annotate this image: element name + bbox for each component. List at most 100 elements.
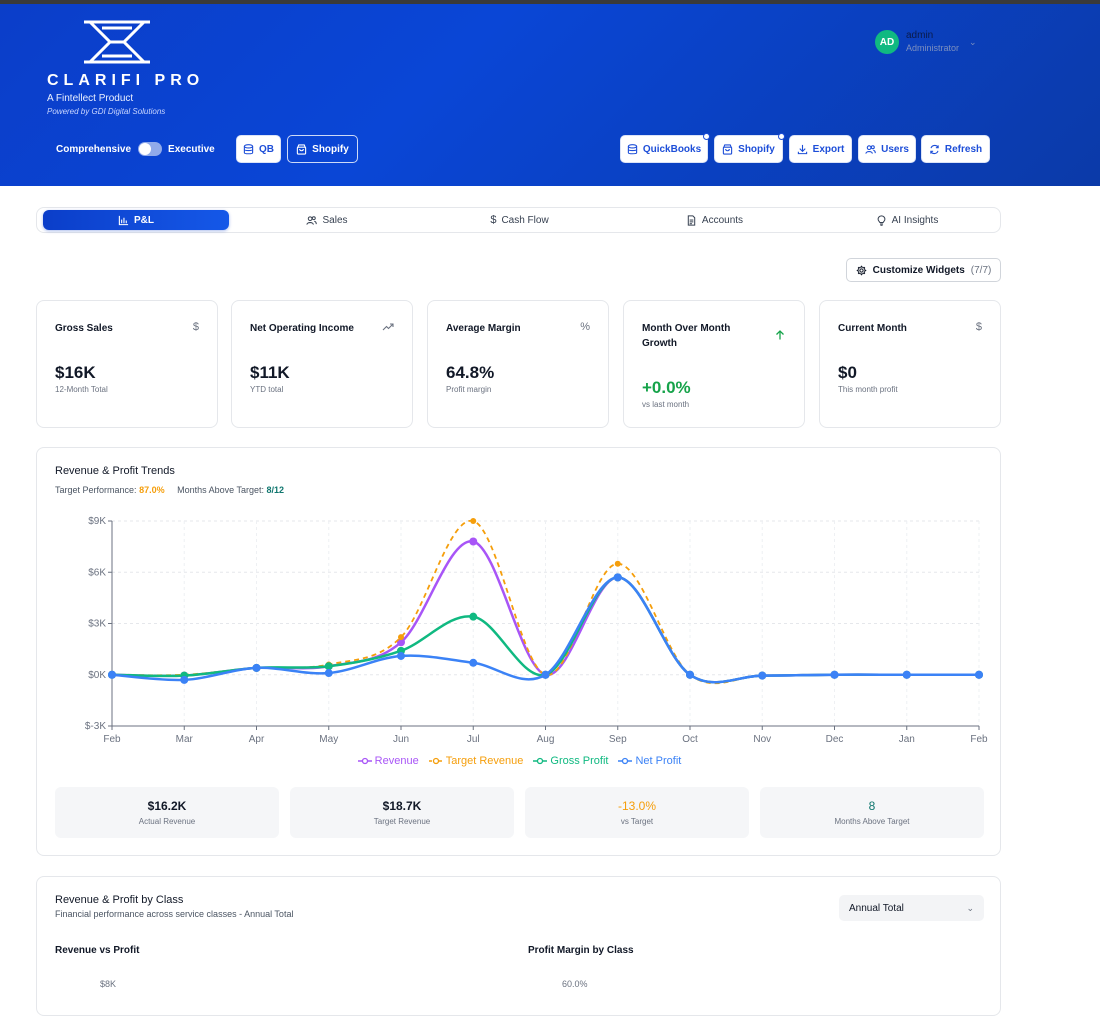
- kpi-title: Net Operating Income: [250, 323, 354, 334]
- export-button[interactable]: Export: [789, 135, 852, 163]
- brand-powered-by: Powered by GDI Digital Solutions: [47, 107, 166, 116]
- panel-subtitle: Financial performance across service cla…: [55, 909, 294, 919]
- kpi-title: Month Over Month Growth: [642, 323, 731, 349]
- kpi-title: Gross Sales: [55, 323, 113, 334]
- stat-value: $16.2K: [147, 799, 187, 813]
- stat-label: Target Revenue: [373, 817, 431, 826]
- kpi-card-gross-sales: Gross Sales $ $16K 12-Month Total: [36, 300, 218, 428]
- shopping-bag-icon: [722, 143, 733, 155]
- trending-up-icon: [382, 323, 394, 331]
- tab-sales[interactable]: Sales: [237, 210, 417, 230]
- user-menu[interactable]: AD admin Administrator ⌄: [875, 30, 977, 54]
- tab-accounts[interactable]: Accounts: [622, 210, 807, 230]
- percent-icon: %: [580, 321, 590, 333]
- x-tick-label: Apr: [249, 734, 265, 745]
- users-icon: [306, 215, 318, 225]
- kpi-card-net-operating-income: Net Operating Income $11K YTD total: [231, 300, 413, 428]
- users-button[interactable]: Users: [858, 135, 916, 163]
- data-point-net-profit: [975, 670, 983, 679]
- status-dot: [703, 133, 710, 140]
- legend-label: Net Profit: [635, 755, 682, 767]
- legend-item-gross-profit[interactable]: Gross Profit: [533, 755, 608, 767]
- stat-label: vs Target: [620, 817, 654, 826]
- kpi-subtitle: 12-Month Total: [55, 385, 108, 394]
- qb-filter-button[interactable]: QB: [236, 135, 281, 163]
- months-above-target-value: 8/12: [266, 485, 285, 495]
- target-performance-value: 87.0%: [139, 485, 165, 495]
- chart-legend: Revenue Target Revenue Gross Profit Net Pro…: [37, 755, 1002, 767]
- panel-title: Revenue & Profit by Class: [55, 894, 184, 906]
- legend-item-net-profit[interactable]: Net Profit: [618, 755, 681, 767]
- mode-switch[interactable]: [138, 142, 163, 156]
- stat-months-above-target: 8 Months Above Target: [760, 787, 984, 838]
- chevron-down-icon: ⌄: [969, 36, 977, 47]
- x-tick-label: Jul: [467, 734, 480, 745]
- period-select[interactable]: Annual Total ⌄: [839, 895, 984, 921]
- bar-chart-icon: [118, 215, 129, 225]
- database-icon: [627, 143, 637, 154]
- data-point-net-profit: [180, 675, 189, 684]
- kpi-value: $11K: [250, 363, 290, 382]
- tab-pnl[interactable]: P&L: [43, 210, 229, 230]
- x-tick-label: Mar: [176, 734, 194, 745]
- mode-comprehensive-label: Comprehensive: [56, 143, 132, 155]
- data-point-net-profit: [469, 658, 478, 667]
- stat-target-revenue: $18.7K Target Revenue: [290, 787, 514, 838]
- x-tick-label: May: [319, 734, 338, 745]
- x-tick-label: Feb: [970, 734, 988, 745]
- x-tick-label: Oct: [682, 734, 698, 745]
- tab-cash-flow[interactable]: $ Cash Flow: [490, 214, 549, 226]
- x-tick-label: Sep: [609, 734, 627, 745]
- avatar: AD: [875, 30, 899, 54]
- app-header: CLARIFI PRO A Fintellect Product Powered…: [0, 4, 1100, 186]
- gear-icon: [856, 265, 866, 275]
- stat-label: Actual Revenue: [138, 817, 196, 826]
- data-point-net-profit: [324, 669, 333, 678]
- legend-label: Gross Profit: [550, 755, 609, 767]
- customize-widgets-button[interactable]: Customize Widgets (7/7): [846, 258, 1001, 282]
- y-tick-label: $0K: [88, 670, 106, 681]
- data-point-target-revenue: [614, 560, 621, 567]
- kpi-value: $0: [838, 363, 857, 382]
- legend-swatch-icon: [428, 757, 443, 765]
- y-tick-label: $-3K: [85, 721, 106, 732]
- shopify-filter-button[interactable]: Shopify: [287, 135, 358, 163]
- data-point-net-profit: [902, 670, 911, 679]
- legend-item-revenue[interactable]: Revenue: [357, 755, 419, 767]
- shopify-button[interactable]: Shopify: [714, 133, 785, 163]
- quickbooks-button[interactable]: QuickBooks: [620, 133, 710, 163]
- kpi-subtitle: vs last month: [642, 400, 690, 409]
- legend-item-target-revenue[interactable]: Target Revenue: [428, 755, 523, 767]
- revenue-profit-line-chart: $-3K $0K $3K $6K $9K Feb Mar Apr May Jun Jul Aug Sep…: [85, 516, 988, 745]
- legend-swatch-icon: [533, 757, 548, 765]
- x-tick-label: Dec: [826, 734, 844, 745]
- revenue-profit-trends-panel: Revenue & Profit Trends Target Performan…: [36, 447, 1001, 856]
- main-tabs: P&L Sales $ Cash Flow Accounts AI Insigh…: [36, 207, 1001, 233]
- x-tick-label: Jun: [393, 734, 409, 745]
- refresh-icon: [930, 144, 939, 154]
- stat-actual-revenue: $16.2K Actual Revenue: [55, 787, 279, 838]
- data-point-revenue: [469, 537, 478, 546]
- users-icon: [865, 144, 876, 154]
- panel-title: Revenue & Profit Trends: [55, 465, 175, 477]
- y-tick-label: $3K: [88, 619, 106, 630]
- user-name: admin: [906, 30, 934, 41]
- data-point-net-profit: [541, 670, 550, 679]
- data-point-target-revenue: [470, 518, 477, 524]
- refresh-button[interactable]: Refresh: [921, 135, 990, 163]
- y-tick-label: $8K: [100, 979, 117, 989]
- data-point-net-profit: [830, 670, 839, 679]
- dollar-icon: $: [490, 214, 497, 226]
- data-point-net-profit: [397, 651, 405, 660]
- user-role: Administrator: [906, 43, 960, 53]
- data-point-net-profit: [613, 573, 622, 582]
- data-point-net-profit: [686, 670, 694, 679]
- legend-label: Revenue: [374, 755, 419, 767]
- kpi-title: Current Month: [838, 323, 907, 334]
- data-point-gross-profit: [324, 662, 333, 671]
- legend-swatch-icon: [618, 757, 633, 765]
- tab-ai-insights[interactable]: AI Insights: [817, 210, 997, 230]
- data-point-gross-profit: [469, 612, 478, 621]
- status-dot: [778, 133, 785, 140]
- brand-name: CLARIFI PRO: [47, 72, 205, 89]
